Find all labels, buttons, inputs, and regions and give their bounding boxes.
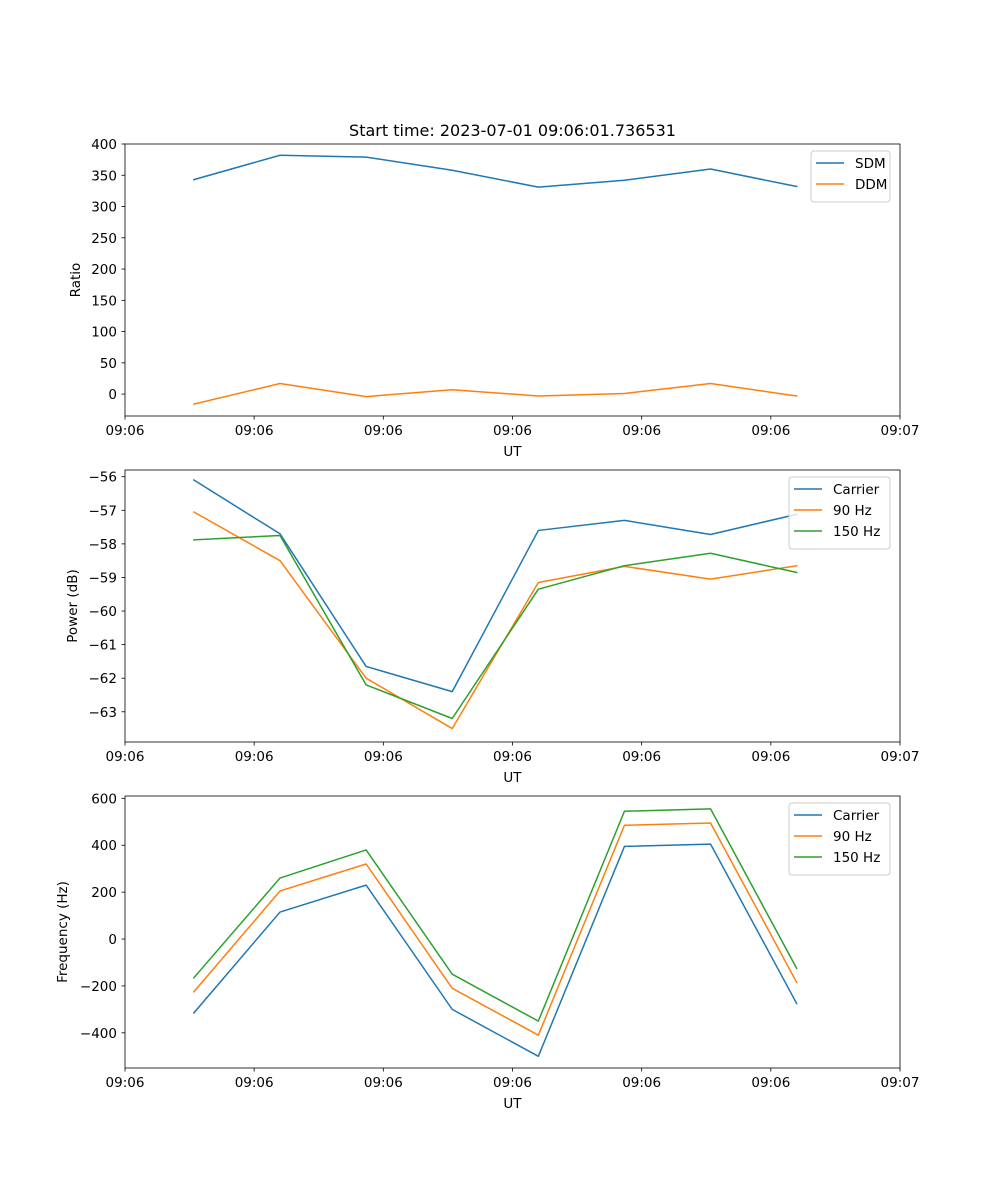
frequency-y-tick-label: 400: [91, 838, 117, 854]
ratio-x-tick-label: 09:07: [881, 423, 920, 439]
frequency-panel: 09:06 09:06 09:06 09:06 09:06 09:06 09:07 −400 −…: [55, 791, 919, 1112]
frequency-y-tick-label: 200: [91, 885, 117, 901]
power-series-150-hz: [193, 534, 798, 720]
ratio-legend-label-ddm: DDM: [855, 177, 887, 193]
frequency-x-tick-label: 09:06: [493, 1075, 532, 1091]
power-x-tick-label: 09:06: [235, 749, 274, 765]
ratio-x-axis-label: UT: [503, 444, 522, 460]
power-x-axis-label: UT: [503, 770, 522, 786]
power-plot-area: [125, 470, 900, 742]
frequency-x-tick-label: 09:06: [364, 1075, 403, 1091]
ratio-y-tick-label: 350: [91, 168, 117, 184]
ratio-y-axis-label: Ratio: [68, 263, 84, 298]
frequency-x-tick-label: 09:06: [235, 1075, 274, 1091]
ratio-x-tick-label: 09:06: [493, 423, 532, 439]
frequency-series-90-hz: [192, 822, 798, 1036]
frequency-plot-area: [125, 796, 900, 1068]
frequency-y-tick-label: 0: [108, 932, 117, 948]
ratio-x-tick-label: 09:06: [622, 423, 661, 439]
ratio-x-tick-label: 09:06: [364, 423, 403, 439]
ratio-y-tick-label: 0: [108, 387, 117, 403]
ratio-series-ddm: [192, 382, 798, 406]
frequency-legend-label-150-hz: 150 Hz: [833, 850, 880, 866]
ratio-y-tick-label: 50: [100, 356, 117, 372]
frequency-series-150-hz: [192, 808, 798, 1022]
power-y-tick-label: −58: [89, 537, 118, 553]
power-x-tick-label: 09:06: [106, 749, 145, 765]
frequency-x-tick-label: 09:06: [106, 1075, 145, 1091]
power-series-carrier: [192, 479, 798, 693]
ratio-y-tick-label: 200: [91, 262, 117, 278]
frequency-x-tick-label: 09:07: [881, 1075, 920, 1091]
frequency-series-carrier: [192, 843, 798, 1058]
ratio-y-tick-label: 100: [91, 325, 117, 341]
power-y-tick-label: −63: [89, 705, 118, 721]
frequency-x-tick-label: 09:06: [751, 1075, 790, 1091]
ratio-y-tick-label: 150: [91, 293, 117, 309]
ratio-y-tick-label: 300: [91, 200, 117, 216]
power-series-90-hz: [192, 510, 798, 730]
frequency-legend-label-90-hz: 90 Hz: [833, 829, 872, 845]
power-legend-label-90-hz: 90 Hz: [833, 503, 872, 519]
power-y-tick-label: −62: [89, 671, 118, 687]
frequency-y-tick-label: 600: [91, 791, 117, 807]
ratio-panel: 09:06 09:06 09:06 09:06 09:06 09:06 09:07 0 50 10…: [68, 137, 919, 460]
frequency-x-tick-label: 09:06: [622, 1075, 661, 1091]
power-y-tick-label: −61: [89, 638, 118, 654]
frequency-y-axis-label: Frequency (Hz): [55, 881, 71, 983]
power-x-tick-label: 09:07: [881, 749, 920, 765]
ratio-y-tick-label: 400: [91, 137, 117, 153]
frequency-legend-label-carrier: Carrier: [833, 808, 880, 824]
power-x-tick-label: 09:06: [364, 749, 403, 765]
power-legend-label-150-hz: 150 Hz: [833, 524, 880, 540]
power-x-tick-label: 09:06: [751, 749, 790, 765]
power-panel: 09:06 09:06 09:06 09:06 09:06 09:06 09:07 −63 −6…: [65, 469, 920, 786]
frequency-y-tick-label: −200: [80, 979, 117, 995]
power-x-tick-label: 09:06: [493, 749, 532, 765]
power-y-tick-label: −57: [89, 503, 118, 519]
ratio-plot-area: [125, 144, 900, 416]
power-y-tick-label: −59: [89, 570, 118, 586]
power-legend-label-carrier: Carrier: [833, 482, 880, 498]
frequency-y-tick-label: −400: [80, 1026, 117, 1042]
power-y-tick-label: −60: [89, 604, 118, 620]
ratio-x-tick-label: 09:06: [751, 423, 790, 439]
ratio-y-tick-label: 250: [91, 231, 117, 247]
frequency-x-axis-label: UT: [503, 1096, 522, 1112]
ratio-legend-label-sdm: SDM: [855, 156, 886, 172]
figure-title: Start time: 2023-07-01 09:06:01.736531: [349, 121, 676, 140]
power-y-axis-label: Power (dB): [65, 569, 81, 642]
ratio-x-tick-label: 09:06: [235, 423, 274, 439]
power-y-tick-label: −56: [89, 470, 118, 486]
ratio-x-tick-label: 09:06: [106, 423, 145, 439]
power-x-tick-label: 09:06: [622, 749, 661, 765]
ratio-series-sdm: [192, 154, 798, 188]
